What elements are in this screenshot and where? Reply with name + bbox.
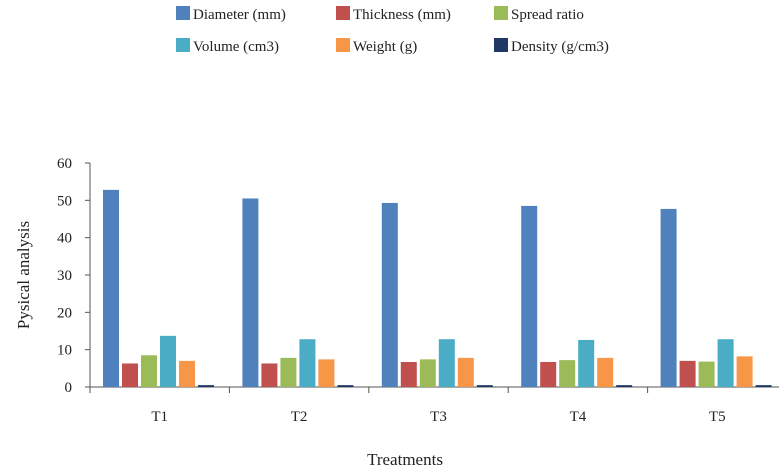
bar-thickness-mm-t5 (679, 360, 696, 387)
bar-volume-cm3-t4 (578, 339, 595, 387)
legend-label-density-g-cm3: Density (g/cm3) (511, 39, 609, 55)
x-tick-label: T4 (570, 409, 587, 425)
bar-weight-g-t3 (457, 357, 474, 387)
bar-diameter-mm-t5 (660, 208, 677, 387)
y-tick-label: 40 (57, 231, 72, 247)
bar-volume-cm3-t5 (717, 339, 734, 387)
bar-thickness-mm-t1 (122, 363, 138, 387)
bar-weight-g-t4 (597, 357, 614, 387)
y-tick-label: 0 (65, 380, 73, 396)
bar-spread-ratio-t1 (141, 355, 157, 387)
bar-density-g-cm3-t2 (337, 385, 354, 387)
y-tick-label: 30 (57, 268, 72, 284)
bar-spread-ratio-t4 (559, 360, 576, 387)
bar-diameter-mm-t1 (103, 189, 119, 387)
axes: 0 10 20 30 40 50 60 T1 T2 T3 T4 T5 (57, 156, 779, 425)
y-tick-label: 60 (57, 156, 72, 172)
bar-weight-g-t2 (318, 359, 335, 387)
y-tick-label: 50 (57, 193, 72, 209)
bar-weight-g-t1 (179, 360, 195, 387)
legend: Diameter (mm) Thickness (mm) Spread ratio V… (176, 6, 609, 55)
bar-diameter-mm-t4 (521, 205, 538, 387)
legend-swatch-thickness-mm (336, 6, 350, 20)
bar-volume-cm3-t3 (438, 339, 455, 387)
bar-thickness-mm-t3 (400, 361, 417, 387)
legend-label-thickness-mm: Thickness (mm) (353, 7, 451, 23)
bar-thickness-mm-t2 (261, 363, 278, 387)
bar-volume-cm3-t1 (160, 335, 176, 387)
bar-spread-ratio-t5 (698, 361, 715, 387)
y-tick-label: 20 (57, 305, 72, 321)
legend-label-weight-g: Weight (g) (353, 39, 417, 55)
bars (103, 189, 772, 387)
bar-density-g-cm3-t1 (198, 385, 214, 387)
bar-spread-ratio-t3 (419, 359, 436, 387)
legend-swatch-weight-g (336, 38, 350, 52)
x-tick-label: T5 (709, 409, 726, 425)
bar-weight-g-t5 (736, 356, 753, 387)
bar-diameter-mm-t2 (242, 198, 259, 387)
legend-swatch-density-g-cm3 (494, 38, 508, 52)
legend-swatch-diameter-mm (176, 6, 190, 20)
bar-density-g-cm3-t3 (476, 385, 493, 387)
legend-swatch-spread-ratio (494, 6, 508, 20)
legend-label-spread-ratio: Spread ratio (511, 7, 584, 23)
x-tick-label: T1 (151, 409, 168, 425)
y-tick-label: 10 (57, 343, 72, 359)
x-tick-label: T3 (430, 409, 447, 425)
legend-swatch-volume-cm3 (176, 38, 190, 52)
bar-volume-cm3-t2 (299, 339, 316, 387)
bar-density-g-cm3-t4 (616, 385, 633, 387)
bar-spread-ratio-t2 (280, 357, 297, 387)
x-tick-label: T2 (291, 409, 308, 425)
legend-label-volume-cm3: Volume (cm3) (193, 39, 279, 55)
x-axis-title: Treatments (367, 450, 443, 469)
bar-diameter-mm-t3 (381, 202, 398, 387)
legend-label-diameter-mm: Diameter (mm) (193, 7, 286, 23)
bar-thickness-mm-t4 (540, 361, 557, 387)
bar-density-g-cm3-t5 (755, 385, 772, 387)
y-axis-title: Pysical analysis (14, 221, 33, 329)
